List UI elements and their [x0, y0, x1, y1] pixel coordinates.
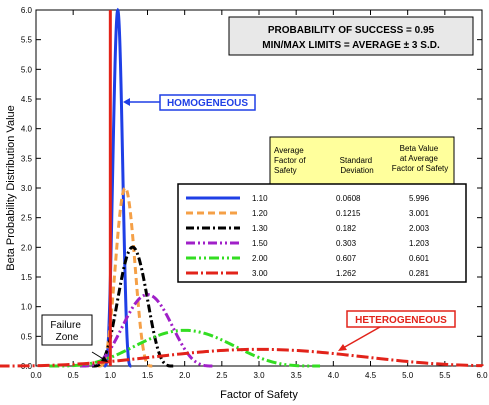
y-tick-label: 5.5 — [21, 36, 33, 45]
y-axis-label: Beta Probability Distribution Value — [5, 105, 17, 271]
y-tick-label: 0.5 — [21, 332, 33, 341]
legend-avg: 1.20 — [252, 209, 268, 218]
series-curve-1.20 — [98, 186, 153, 368]
y-tick-label: 2.0 — [21, 243, 33, 252]
y-tick-label: 6.0 — [21, 6, 33, 15]
info-box: PROBABILITY OF SUCCESS = 0.95 MIN/MAX LI… — [228, 16, 474, 56]
legend-sd: 0.0608 — [336, 194, 361, 203]
x-tick-label: 6.0 — [476, 371, 488, 380]
y-tick-label: 1.0 — [21, 303, 33, 312]
homogeneous-annotation: HOMOGENEOUS — [123, 94, 256, 111]
legend-sd: 0.607 — [336, 254, 357, 263]
failure-zone-line1: Failure — [50, 320, 81, 331]
header-col2-line1: Standard — [340, 156, 372, 165]
y-tick-labels: 0.00.51.01.52.02.53.03.54.04.55.05.56.0 — [21, 6, 33, 371]
homogeneous-label: HOMOGENEOUS — [167, 98, 248, 109]
header-col1-line1: Average — [274, 146, 304, 155]
legend-table-body — [177, 183, 467, 283]
y-tick-label: 5.0 — [21, 65, 33, 74]
y-tick-label: 3.0 — [21, 184, 33, 193]
legend-sd: 0.1215 — [336, 209, 361, 218]
failure-zone-line2: Zone — [56, 332, 79, 343]
x-tick-label: 5.0 — [402, 371, 414, 380]
y-tick-label: 1.5 — [21, 273, 33, 282]
x-tick-label: 1.5 — [142, 371, 154, 380]
header-col1-line2: Factor of — [274, 156, 306, 165]
x-tick-label: 4.5 — [365, 371, 377, 380]
legend-beta: 1.203 — [409, 239, 430, 248]
header-col1: Average Factor of Safety — [274, 146, 308, 175]
x-tick-label: 3.5 — [291, 371, 303, 380]
failure-zone-annotation: Failure Zone — [41, 314, 108, 362]
x-tick-labels: 0.0 0.5 1.0 1.5 2.0 2.5 3.0 3.5 4.0 4.5 5.0 5.5 6.0 — [30, 371, 488, 380]
legend-avg: 2.00 — [252, 254, 268, 263]
y-tick-label: 4.0 — [21, 125, 33, 134]
x-tick-label: 3.0 — [253, 371, 265, 380]
failure-zone-label: Failure Zone — [50, 320, 83, 343]
legend-avg: 3.00 — [252, 269, 268, 278]
legend-beta: 5.996 — [409, 194, 430, 203]
header-col3-line2: at Average — [400, 154, 439, 163]
legend-beta: 0.601 — [409, 254, 430, 263]
info-line-2: MIN/MAX LIMITS = AVERAGE ± 3 S.D. — [262, 40, 440, 51]
header-col3-line3: Factor of Safety — [392, 164, 448, 173]
header-col2: Standard Deviation — [340, 156, 375, 175]
heterogeneous-label: HETEROGENEOUS — [355, 315, 447, 326]
heterogeneous-annotation: HETEROGENEOUS — [338, 310, 456, 351]
legend-sd: 0.182 — [336, 224, 357, 233]
series-curve-3.00 — [0, 347, 484, 368]
y-tick-label: 2.5 — [21, 214, 33, 223]
legend-beta: 0.281 — [409, 269, 430, 278]
header-col2-line2: Deviation — [340, 166, 373, 175]
legend-avg: 1.10 — [252, 194, 268, 203]
legend-rows: 1.10 0.0608 5.996 1.20 0.1215 3.001 1.30 0.182 2… — [186, 194, 430, 278]
info-line-1: PROBABILITY OF SUCCESS = 0.95 — [268, 25, 435, 36]
axis-ticks — [35, 9, 483, 367]
x-tick-label: 0.0 — [30, 371, 42, 380]
legend-avg: 1.50 — [252, 239, 268, 248]
legend-beta: 3.001 — [409, 209, 430, 218]
x-tick-label: 4.0 — [328, 371, 340, 380]
legend-sd: 0.303 — [336, 239, 357, 248]
legend-sd: 1.262 — [336, 269, 357, 278]
x-tick-label: 0.5 — [68, 371, 80, 380]
x-tick-label: 2.0 — [179, 371, 191, 380]
x-tick-label: 2.5 — [216, 371, 228, 380]
header-col3-line1: Beta Value — [400, 144, 439, 153]
legend-avg: 1.30 — [252, 224, 268, 233]
x-tick-label: 1.0 — [105, 371, 117, 380]
y-tick-label: 3.5 — [21, 154, 33, 163]
x-tick-label: 5.5 — [439, 371, 451, 380]
legend-beta: 2.003 — [409, 224, 430, 233]
header-col3: Beta Value at Average Factor of Safety — [392, 144, 448, 173]
legend-table-header: Average Factor of Safety Standard Deviat… — [269, 136, 455, 185]
series-curve-2.00 — [49, 328, 321, 368]
header-col1-line3: Safety — [274, 166, 297, 175]
x-axis-label: Factor of Safety — [220, 389, 298, 401]
y-tick-label: 4.5 — [21, 95, 33, 104]
